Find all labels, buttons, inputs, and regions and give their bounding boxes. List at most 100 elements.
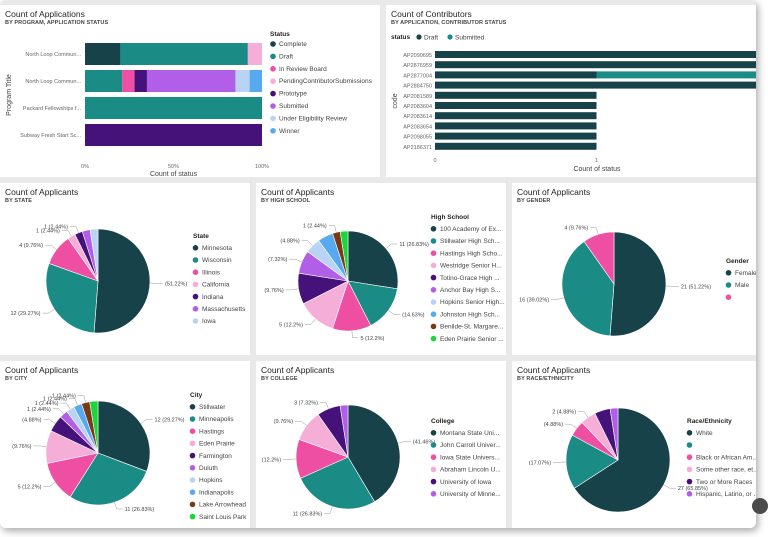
legend-label-iowa-state-univers: Iowa State Univers... (440, 454, 500, 461)
data-label: 11 (26.83%) (293, 511, 323, 517)
data-label-leader (351, 330, 359, 339)
legend-marker-university-of-minne (430, 491, 437, 497)
data-label: 11 (26.83%) (125, 507, 155, 513)
bar-segment-draft (435, 102, 597, 109)
pie-slice-montana-state-uni (347, 404, 401, 503)
legend-label-saint-louis-park: Saint Louis Park (199, 514, 247, 521)
data-label-leader (45, 244, 57, 250)
legend-marker-hastings (189, 428, 196, 434)
legend-marker-two-or-more-races (686, 478, 693, 485)
chart-applicants-by-school[interactable]: 11 (26.83%) (14.63%) 5 (12.2%) 5 (12.2%) (9.… (256, 183, 506, 355)
legend-label-eden-prairie-senior: Eden Prairie Senior ... (440, 336, 504, 343)
legend-label-minneapolis: Minneapolis (199, 416, 234, 423)
legend-title: Status (270, 31, 290, 38)
x-tick-label: 100% (255, 164, 269, 170)
pie-slice-university-of-minne (339, 404, 349, 458)
data-label-leader (319, 402, 329, 409)
y-tick-label: AP2083604 (403, 104, 432, 110)
legend-title: status (391, 34, 411, 41)
legend-label-white: White (696, 430, 713, 437)
chart-applicants-by-state[interactable]: (51.22%) 12 (29.27%) 4 (9.76%) 1 (2.44%)1 (… (0, 183, 250, 355)
legend-marker-black-or-african-am (686, 454, 693, 460)
y-tick-label: AP2884750 (403, 84, 432, 90)
chart-applications-by-program[interactable]: Program Title North Loop Commun... North L… (0, 5, 380, 178)
legend-marker-farmington (189, 452, 196, 459)
chart-title: Count of Applicants (261, 187, 335, 197)
scroll-handle[interactable] (752, 498, 768, 514)
bar-segment-under-eligibility-review (235, 70, 250, 92)
bar-segment-draft (435, 112, 597, 120)
legend-marker-winner (270, 128, 276, 134)
data-label-leader (43, 482, 56, 487)
data-label: (7.32%) (268, 257, 287, 263)
bar-segment-draft (435, 51, 756, 58)
bar-segment-prototype (85, 124, 262, 146)
panel-applicants-by-school: Count of Applicants BY HIGH SCHOOL 11 (2… (256, 183, 506, 355)
y-tick-label: AP2083614 (403, 114, 432, 120)
data-label: 1 (2.44%) (43, 397, 67, 403)
chart-applicants-by-gender[interactable]: 21 (51.22%) 16 (39.02%) 4 (9.76%) Gender Fem… (512, 183, 756, 355)
chart-title: Count of Contributors (391, 9, 472, 19)
chart-applicants-by-college[interactable]: (41.46%) 11 (26.83%) (12.2%) (9.76%) 3 (7.32… (256, 361, 506, 528)
pie-slice-female (609, 231, 667, 337)
data-label-leader (578, 411, 589, 418)
bar-segment-draft (120, 43, 248, 65)
pie-slice-hispanic-latino-or (609, 407, 619, 461)
data-label: 12 (29.27%) (155, 417, 185, 423)
legend-marker-draft (416, 34, 422, 40)
panel-applicants-by-college: Count of Applicants BY COLLEGE (41.46%) 1… (256, 361, 506, 528)
legend-marker-100-academy-of-ex (430, 226, 437, 232)
pie-slice-eden-prairie-senior (339, 230, 349, 282)
legend-marker-indianapolis (189, 489, 196, 495)
legend-label-indiana: Indiana (202, 294, 224, 301)
legend-marker-hastings-high-scho (430, 250, 437, 256)
chart-title: Count of Applicants (5, 187, 79, 197)
data-label-leader (565, 423, 577, 429)
legend-label-hopkins-senior-high: Hopkins Senior High... (440, 299, 505, 306)
legend-marker-item-1 (686, 442, 693, 448)
legend-marker-female (725, 270, 732, 276)
legend-marker-submitted (270, 103, 276, 109)
legend-label-montana-state-uni: Montana State Uni... (440, 430, 499, 437)
bar-segment-draft (435, 61, 756, 69)
data-label: 11 (26.83%) (399, 242, 429, 248)
legend-label-westridge-senior-h: Westridge Senior H... (440, 263, 502, 270)
legend-marker-draft (270, 53, 276, 60)
legend-marker-indiana (192, 293, 199, 300)
chart-subtitle: BY PROGRAM, APPLICATION STATUS (5, 20, 109, 26)
data-label-leader (77, 395, 86, 403)
data-label: 1 (2.44%) (44, 224, 68, 230)
legend-label-some-other-race-et: Some other race, et... (696, 467, 756, 474)
data-label-leader (61, 230, 72, 237)
x-tick-label: 0% (81, 164, 89, 170)
legend-marker-eden-prairie (189, 440, 196, 447)
legend-label-eden-prairie: Eden Prairie (199, 441, 235, 448)
legend-label-under-eligibility-review: Under Eligibility Review (279, 115, 347, 122)
legend-marker-hispanic-latino-or (686, 491, 693, 497)
data-label: 1 (2.44%) (27, 407, 51, 413)
data-label: 1 (2.44%) (52, 394, 76, 400)
legend-label-prototype: Prototype (279, 91, 307, 98)
y-tick-label: AP2098055 (403, 135, 432, 141)
bar-segment-draft (85, 70, 123, 92)
legend-marker-iowa (192, 318, 199, 324)
data-label-leader (285, 288, 299, 291)
data-label-leader (42, 309, 55, 314)
chart-applicants-by-race[interactable]: 27 (65.85%) (17.07%) (4.88%) 2 (4.88%) Race/… (512, 361, 756, 528)
legend-marker-hopkins-senior-high (430, 299, 437, 305)
pie-slice-white (573, 407, 671, 513)
data-label-leader (68, 398, 78, 406)
chart-title: Count of Applicants (517, 365, 591, 375)
chart-contributors[interactable]: status Draft Submitted code AP2090695 AP28769… (386, 5, 756, 177)
data-label: (4.88%) (22, 417, 41, 423)
report-canvas: Count of Applications BY PROGRAM, APPLIC… (0, 0, 756, 528)
x-tick-label: 1 (595, 158, 598, 164)
legend-label-johnston-high-sch: Johnston High Sch... (440, 311, 500, 318)
panel-applicants-by-gender: Count of Applicants BY GENDER 21 (51.22%… (512, 183, 756, 355)
legend-label-farmington: Farmington (199, 453, 232, 460)
chart-applicants-by-city[interactable]: 12 (29.27%) 11 (26.83%) 5 (12.2%) (9.76%) (4… (0, 361, 250, 528)
legend-label-john-carroll-univer: John Carroll Univer... (440, 442, 501, 449)
bar-segment-draft (435, 91, 597, 99)
x-axis-title: Count of status (150, 171, 198, 178)
data-label: (9.76%) (274, 419, 293, 425)
